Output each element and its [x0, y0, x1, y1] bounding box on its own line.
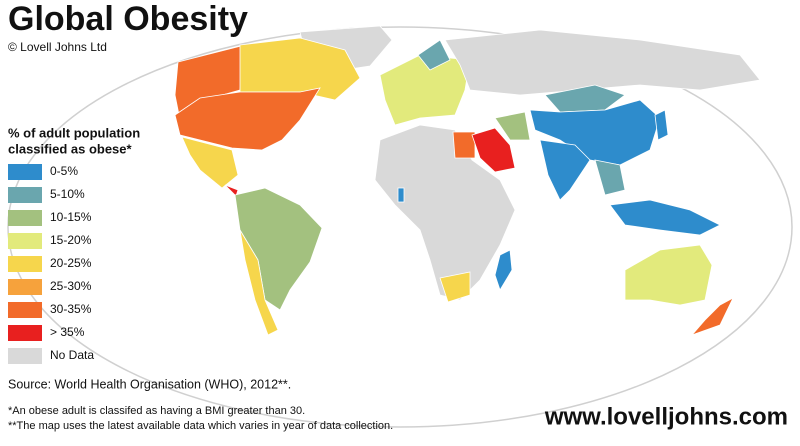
footnote: **The map uses the latest available data… — [8, 420, 393, 432]
land-shapes — [174, 25, 761, 336]
website: www.lovelljohns.com — [544, 403, 788, 430]
footnote: *An obese adult is classifed as having a… — [8, 405, 305, 417]
legend-swatch — [8, 233, 42, 249]
legend-swatch — [8, 302, 42, 318]
legend-label: 0-5% — [50, 164, 78, 178]
legend-label: 10-15% — [50, 210, 92, 224]
legend-label: 30-35% — [50, 302, 92, 316]
legend-swatch — [8, 348, 42, 364]
legend-swatch — [8, 325, 42, 341]
legend-title: classified as obese* — [8, 141, 133, 156]
legend-swatch — [8, 256, 42, 272]
legend-label: 20-25% — [50, 256, 92, 270]
legend-label: 25-30% — [50, 279, 92, 293]
legend-label: > 35% — [50, 325, 85, 339]
legend-swatch — [8, 187, 42, 203]
legend-label: 5-10% — [50, 187, 85, 201]
legend-swatch — [8, 210, 42, 226]
copyright: © Lovell Johns Ltd — [8, 40, 107, 54]
legend-label: 15-20% — [50, 233, 92, 247]
legend-title: % of adult population — [8, 125, 140, 140]
legend-swatch — [8, 279, 42, 295]
legend-swatch — [8, 164, 42, 180]
source: Source: World Health Organisation (WHO),… — [8, 377, 291, 391]
title: Global Obesity — [8, 0, 248, 38]
legend-label: No Data — [50, 348, 94, 362]
